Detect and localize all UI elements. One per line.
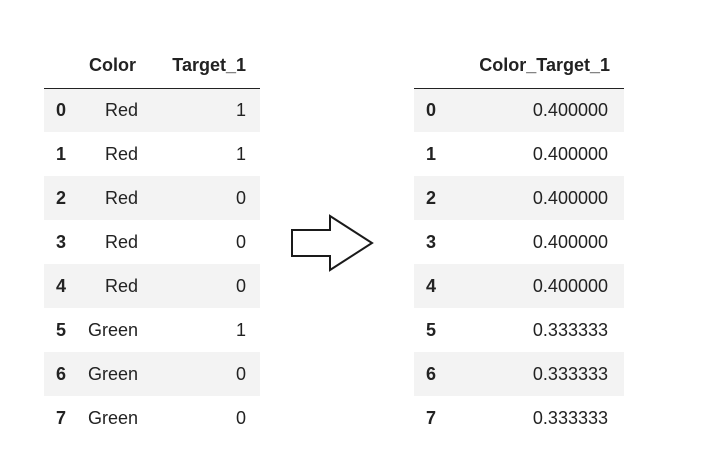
color-cell: Green [87,407,138,428]
row-index: 5 [426,319,437,340]
encoded-value-cell: 0.400000 [532,187,608,208]
row-index: 0 [56,99,67,120]
arrow-shape [291,214,374,272]
table-row: 6 0.333333 [414,352,624,396]
encoded-value-cell: 0.333333 [532,319,608,340]
encoded-value-cell: 0.333333 [532,363,608,384]
index-header [44,44,80,89]
row-index: 6 [426,363,437,384]
target-cell: 1 [235,319,246,340]
encoded-value-cell: 0.400000 [532,143,608,164]
right-arrow-icon [291,214,374,272]
color-cell: Red [104,143,138,164]
color-cell: Red [104,275,138,296]
encoded-table-header: Color_Target_1 [414,44,624,89]
table-row: 0 Red 1 [44,88,260,132]
encoded-value-cell: 0.333333 [532,407,608,428]
table-row: 7 0.333333 [414,396,624,440]
target-cell: 0 [235,187,246,208]
table-row: 5 Green 1 [44,308,260,352]
row-index: 2 [56,187,67,208]
encoded-table-body: 0 0.400000 1 0.400000 2 0.400000 3 0.400… [414,88,624,440]
target-cell: 0 [235,363,246,384]
row-index: 5 [56,319,67,340]
row-index: 6 [56,363,67,384]
color-cell: Red [104,99,138,120]
table-row: 5 0.333333 [414,308,624,352]
color-column-header: Color [80,44,144,89]
table-row: 1 Red 1 [44,132,260,176]
encoded-value-cell: 0.400000 [532,231,608,252]
table-row: 2 0.400000 [414,176,624,220]
encoded-dataframe-table: Color_Target_1 0 0.400000 1 0.400000 2 0… [414,44,624,440]
header-row: Color Target_1 [44,44,260,89]
encoded-column-header: Color_Target_1 [452,44,624,89]
row-index: 0 [426,99,437,120]
target-column-header: Target_1 [144,44,260,89]
color-cell: Green [87,363,138,384]
row-index: 3 [56,231,67,252]
color-cell: Red [104,231,138,252]
table-row: 0 0.400000 [414,88,624,132]
target-cell: 0 [235,407,246,428]
row-index: 3 [426,231,437,252]
table-row: 4 Red 0 [44,264,260,308]
row-index: 1 [426,143,437,164]
source-table-header: Color Target_1 [44,44,260,89]
table-row: 7 Green 0 [44,396,260,440]
row-index: 7 [426,407,437,428]
color-cell: Red [104,187,138,208]
target-cell: 0 [235,231,246,252]
row-index: 1 [56,143,67,164]
table-row: 6 Green 0 [44,352,260,396]
row-index: 7 [56,407,67,428]
table-row: 3 Red 0 [44,220,260,264]
source-table-body: 0 Red 1 1 Red 1 2 Red 0 3 Red 0 4 Red 0 … [44,88,260,440]
color-cell: Green [87,319,138,340]
source-dataframe-table: Color Target_1 0 Red 1 1 Red 1 2 Red 0 3… [44,44,260,440]
row-index: 2 [426,187,437,208]
row-index: 4 [426,275,437,296]
encoded-value-cell: 0.400000 [532,99,608,120]
header-row: Color_Target_1 [414,44,624,89]
target-cell: 0 [235,275,246,296]
target-cell: 1 [235,143,246,164]
table-row: 4 0.400000 [414,264,624,308]
table-row: 2 Red 0 [44,176,260,220]
encoded-value-cell: 0.400000 [532,275,608,296]
target-cell: 1 [235,99,246,120]
row-index: 4 [56,275,67,296]
index-header [414,44,452,89]
table-row: 1 0.400000 [414,132,624,176]
table-row: 3 0.400000 [414,220,624,264]
